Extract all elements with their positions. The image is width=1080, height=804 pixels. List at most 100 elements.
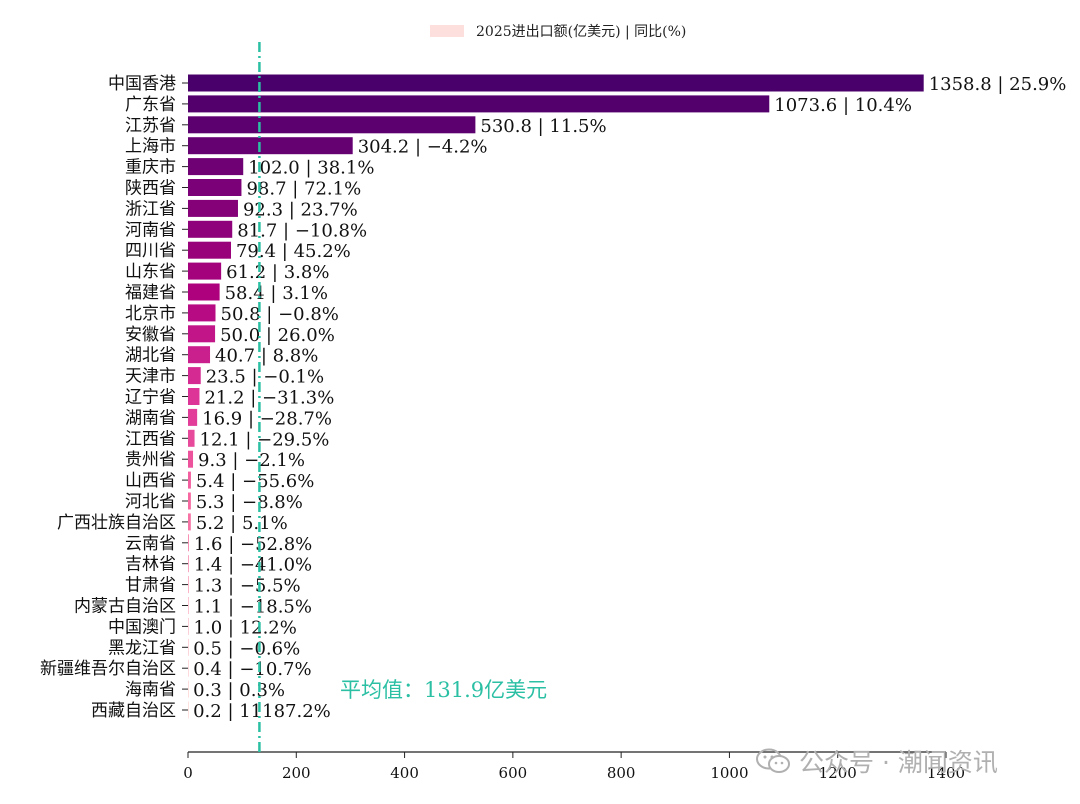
- data-label: 0.4 | −10.7%: [193, 659, 311, 680]
- y-tick-label: 山东省: [125, 262, 176, 282]
- data-label: 0.3 | 0.3%: [193, 680, 285, 701]
- bar-1: [188, 74, 924, 92]
- x-tick-label: 400: [390, 764, 419, 782]
- data-label: 16.9 | −28.7%: [202, 408, 332, 429]
- data-label: 1073.6 | 10.4%: [774, 95, 912, 116]
- y-tick-label: 广东省: [125, 95, 176, 115]
- bar-25: [188, 576, 189, 594]
- bar-8: [188, 220, 233, 238]
- y-tick-label: 中国香港: [108, 74, 176, 94]
- y-tick-label: 山西省: [125, 471, 176, 491]
- data-label: 1.0 | 12.2%: [194, 617, 297, 638]
- data-label: 61.2 | 3.8%: [226, 262, 329, 283]
- y-tick-label: 安徽省: [125, 325, 176, 345]
- bar-4: [188, 137, 353, 155]
- y-tick-label: 河北省: [125, 492, 176, 512]
- y-tick-label: 福建省: [125, 283, 176, 303]
- bar-14: [188, 346, 211, 364]
- y-tick-label: 西藏自治区: [91, 701, 176, 721]
- bar-23: [188, 534, 189, 552]
- bar-10: [188, 262, 222, 280]
- bar-2: [188, 95, 770, 113]
- y-tick-label: 北京市: [125, 304, 176, 324]
- data-label: 92.3 | 23.7%: [243, 199, 358, 220]
- data-label: 5.4 | −55.6%: [196, 471, 314, 492]
- y-tick-label: 云南省: [125, 534, 176, 554]
- bar-15: [188, 367, 201, 385]
- y-tick-label: 陕西省: [125, 179, 176, 199]
- y-tick-label: 吉林省: [125, 555, 176, 575]
- y-tick-label: 湖北省: [125, 346, 176, 366]
- bar-9: [188, 241, 231, 259]
- average-label: 平均值：131.9亿美元: [340, 678, 547, 702]
- bar-18: [188, 429, 195, 447]
- bar-29: [188, 659, 189, 677]
- data-label: 81.7 | −10.8%: [237, 220, 367, 241]
- y-tick-label: 湖南省: [125, 408, 176, 428]
- data-label: 1.4 | −41.0%: [194, 555, 312, 576]
- x-tick-label: 1400: [927, 764, 965, 782]
- bar-20: [188, 471, 191, 489]
- data-label: 12.1 | −29.5%: [200, 429, 330, 450]
- x-tick-label: 200: [282, 764, 311, 782]
- bar-17: [188, 408, 198, 426]
- y-tick-label: 四川省: [125, 241, 176, 261]
- data-label: 21.2 | −31.3%: [204, 388, 334, 409]
- data-label: 5.2 | 5.1%: [196, 513, 288, 534]
- watermark-text: 公众号 · 潮闻资讯: [799, 748, 998, 777]
- y-tick-label: 贵州省: [125, 450, 176, 470]
- data-label: 98.7 | 72.1%: [246, 179, 361, 200]
- bars-group: 中国香港 1358.8 | 25.9% 广东省 1073.6 | 10.4% 江苏省 53…: [40, 74, 1066, 722]
- bar-21: [188, 492, 191, 510]
- bar-27: [188, 617, 189, 635]
- y-tick-label: 上海市: [125, 137, 176, 157]
- x-tick-label: 0: [183, 764, 193, 782]
- data-label: 530.8 | 11.5%: [480, 116, 606, 137]
- data-label: 50.0 | 26.0%: [220, 325, 335, 346]
- y-tick-label: 天津市: [125, 367, 176, 387]
- wechat-icon: [756, 748, 790, 773]
- data-label: 304.2 | −4.2%: [358, 137, 488, 158]
- data-label: 9.3 | −2.1%: [198, 450, 305, 471]
- y-tick-label: 重庆市: [125, 158, 176, 178]
- data-label: 1.1 | −18.5%: [194, 597, 312, 618]
- bar-31: [188, 701, 189, 719]
- y-tick-label: 辽宁省: [125, 388, 176, 408]
- y-tick-label: 江西省: [125, 429, 176, 449]
- data-label: 1.6 | −52.8%: [194, 534, 312, 555]
- x-tick-label: 600: [499, 764, 528, 782]
- y-tick-label: 河南省: [125, 220, 176, 240]
- bar-11: [188, 283, 220, 301]
- data-label: 40.7 | 8.8%: [215, 346, 318, 367]
- bar-16: [188, 388, 200, 405]
- data-label: 50.8 | −0.8%: [221, 304, 339, 325]
- x-axis: 0 200 400 600 800 1000 1200 1400: [183, 751, 965, 782]
- y-tick-label: 黑龙江省: [108, 638, 176, 658]
- bar-26: [188, 597, 189, 614]
- bar-5: [188, 158, 244, 176]
- y-tick-label: 中国澳门: [108, 617, 176, 637]
- y-tick-label: 新疆维吾尔自治区: [40, 659, 176, 679]
- watermark: 公众号 · 潮闻资讯: [755, 743, 998, 779]
- bar-30: [188, 680, 189, 698]
- y-tick-label: 甘肃省: [125, 576, 176, 596]
- data-label: 1358.8 | 25.9%: [929, 74, 1067, 95]
- bar-24: [188, 555, 189, 573]
- x-tick-label: 1000: [710, 764, 748, 782]
- data-label: 0.2 | 11187.2%: [193, 701, 331, 722]
- legend-swatch: [430, 25, 464, 37]
- legend-label: 2025进出口额(亿美元) | 同比(%): [476, 24, 686, 40]
- bar-19: [188, 450, 194, 468]
- x-tick-label: 1200: [819, 764, 857, 782]
- y-tick-label: 浙江省: [125, 199, 176, 219]
- x-tick-label: 800: [607, 764, 636, 782]
- bar-28: [188, 638, 189, 656]
- data-label: 102.0 | 38.1%: [248, 158, 374, 179]
- data-label: 79.4 | 45.2%: [236, 241, 351, 262]
- data-label: 23.5 | −0.1%: [206, 367, 324, 388]
- data-label: 5.3 | −8.8%: [196, 492, 303, 513]
- legend: 2025进出口额(亿美元) | 同比(%): [430, 24, 686, 40]
- bar-13: [188, 325, 216, 343]
- bar-6: [188, 179, 242, 196]
